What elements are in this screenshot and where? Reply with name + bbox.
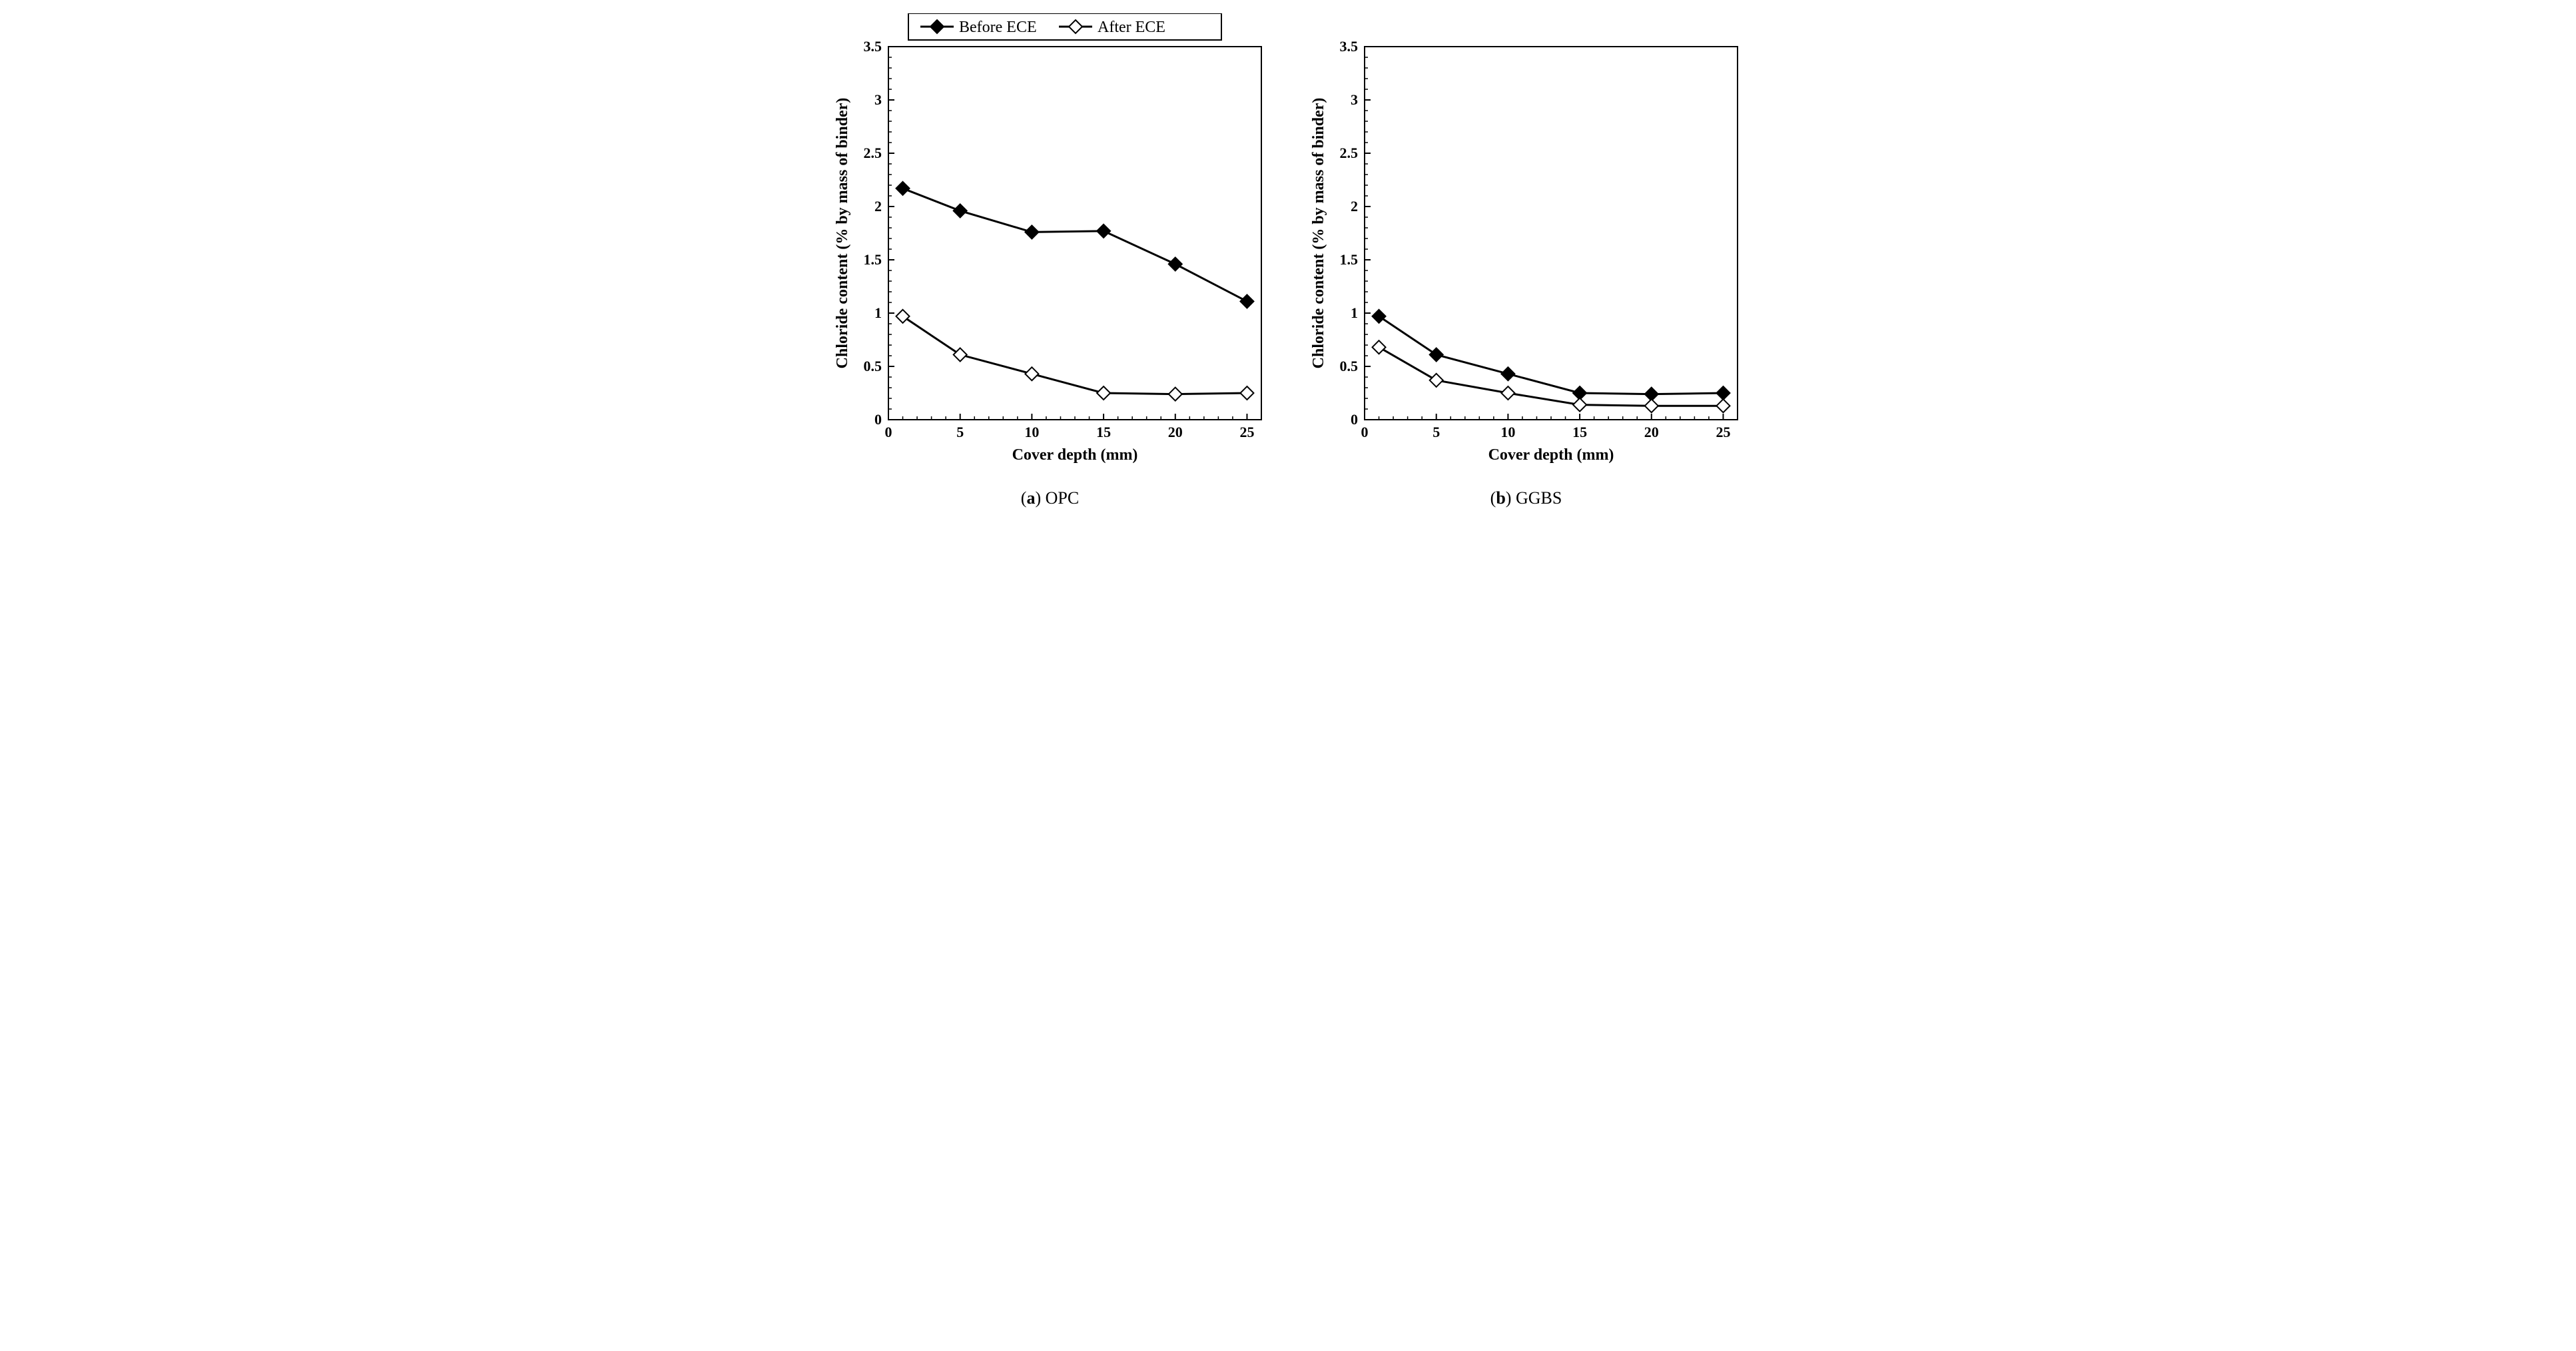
svg-text:5: 5 [956, 424, 964, 440]
svg-text:3: 3 [874, 91, 882, 108]
svg-text:Chloride content (% by mass of: Chloride content (% by mass of binder) [834, 98, 851, 369]
caption-opc: (a) OPC [1021, 488, 1079, 508]
svg-text:0: 0 [885, 424, 892, 440]
svg-text:20: 20 [1644, 424, 1659, 440]
svg-text:10: 10 [1500, 424, 1515, 440]
svg-text:1: 1 [874, 304, 882, 321]
svg-text:0: 0 [874, 411, 882, 428]
svg-text:Before ECE: Before ECE [959, 19, 1037, 36]
caption-opc-letter: a [1026, 488, 1035, 508]
chart-ggbs: 0 5 10 15 20 25 0 0.5 1 1.5 2 2.5 3 3.5 Cover depth (m… [1301, 13, 1751, 476]
svg-text:25: 25 [1716, 424, 1730, 440]
panel-opc: 0 5 10 15 20 25 0 0.5 1 1.5 2 2.5 3 3.5 Cover depth (m… [825, 13, 1275, 508]
svg-text:3: 3 [1351, 91, 1358, 108]
svg-text:1.5: 1.5 [1340, 251, 1359, 268]
svg-text:0: 0 [1361, 424, 1369, 440]
svg-text:0.5: 0.5 [864, 358, 882, 374]
caption-ggbs-letter: b [1496, 488, 1505, 508]
svg-text:10: 10 [1024, 424, 1039, 440]
figure-wrap: 051015202500.511.522.533.5Cover depth (m… [13, 13, 2563, 508]
svg-text:0: 0 [1351, 411, 1358, 428]
chart-opc: 0 5 10 15 20 25 0 0.5 1 1.5 2 2.5 3 3.5 Cover depth (m… [825, 13, 1275, 476]
svg-text:2.5: 2.5 [864, 145, 882, 161]
svg-text:25: 25 [1239, 424, 1254, 440]
svg-text:1.5: 1.5 [864, 251, 882, 268]
svg-text:Cover depth (mm): Cover depth (mm) [1012, 446, 1138, 464]
svg-text:3.5: 3.5 [864, 38, 882, 55]
svg-text:20: 20 [1168, 424, 1183, 440]
caption-ggbs-text: GGBS [1516, 488, 1562, 508]
svg-text:5: 5 [1433, 424, 1440, 440]
svg-text:15: 15 [1096, 424, 1111, 440]
svg-text:0.5: 0.5 [1340, 358, 1359, 374]
svg-text:Chloride content (% by mass of: Chloride content (% by mass of binder) [1310, 98, 1327, 369]
svg-text:After ECE: After ECE [1098, 19, 1165, 36]
svg-text:15: 15 [1572, 424, 1587, 440]
caption-opc-text: OPC [1046, 488, 1080, 508]
panel-ggbs: 0 5 10 15 20 25 0 0.5 1 1.5 2 2.5 3 3.5 Cover depth (m… [1301, 13, 1751, 508]
svg-text:1: 1 [1351, 304, 1358, 321]
svg-text:3.5: 3.5 [1340, 38, 1359, 55]
svg-text:2: 2 [874, 198, 882, 215]
svg-text:Cover depth (mm): Cover depth (mm) [1488, 446, 1614, 464]
svg-text:2.5: 2.5 [1340, 145, 1359, 161]
caption-ggbs: (b) GGBS [1490, 488, 1562, 508]
svg-text:2: 2 [1351, 198, 1358, 215]
